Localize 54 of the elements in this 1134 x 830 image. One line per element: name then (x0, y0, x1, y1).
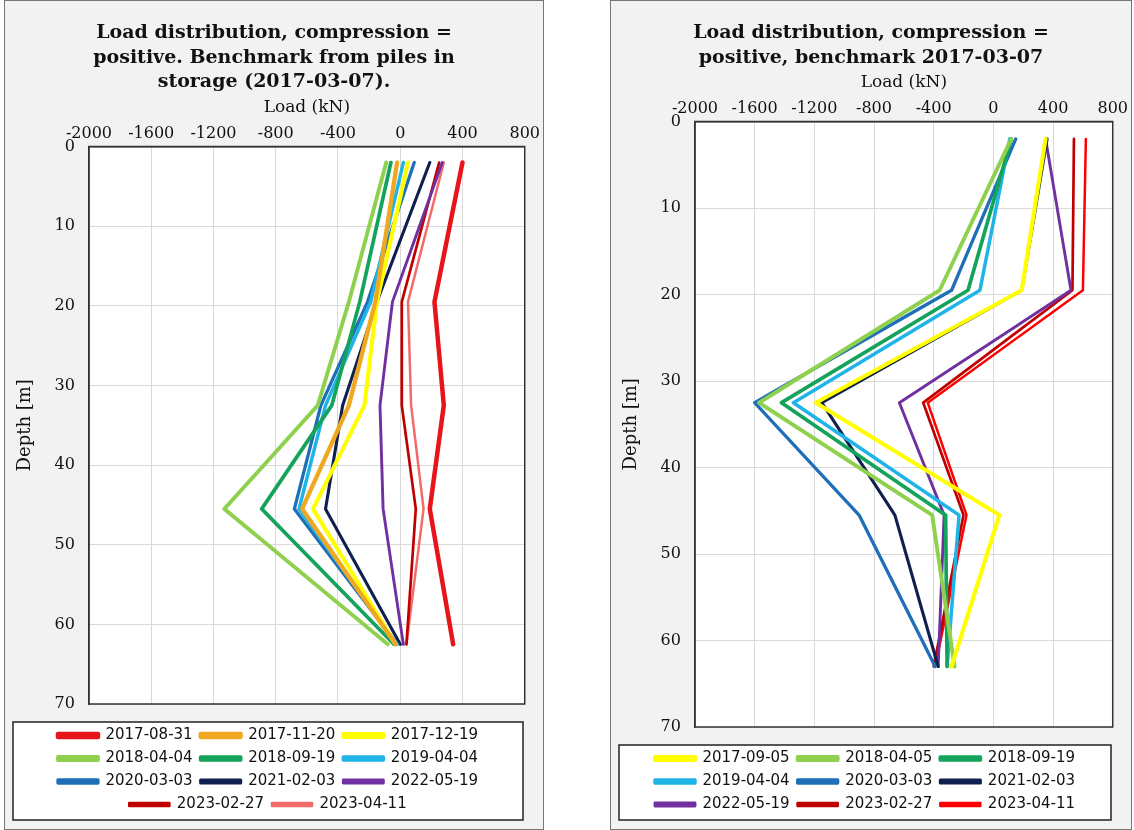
legend-label: 2018-04-05 (845, 748, 933, 767)
y-tick-label: 50 (660, 543, 681, 563)
legend-label: 2022-05-19 (702, 794, 790, 813)
y-axis-title: Depth [m] (619, 378, 641, 471)
x-tick-label: -800 (856, 98, 892, 118)
x-tick-label: -800 (257, 123, 294, 143)
chart-title: Load distribution, compression = positive, benchmark 2017-03-07 (692, 19, 1050, 69)
legend-label: 2023-04-11 (319, 794, 407, 813)
x-tick-label: 400 (1037, 98, 1069, 118)
legend-label: 2019-04-04 (702, 771, 790, 790)
legend-label: 2023-02-27 (845, 794, 933, 813)
x-tick-label: -400 (915, 98, 952, 118)
x-tick-label: -400 (319, 123, 356, 143)
x-tick-label: -1600 (731, 98, 778, 118)
y-tick-label: 40 (54, 454, 75, 474)
legend-label: 2017-08-31 (105, 725, 193, 744)
legend-label: 2020-03-03 (845, 771, 933, 790)
x-tick-label: 800 (1097, 98, 1128, 118)
legend-label: 2018-09-19 (987, 748, 1076, 767)
y-tick-label: 30 (660, 370, 681, 390)
x-tick-label: -1200 (791, 98, 838, 118)
y-tick-label: 60 (54, 613, 75, 633)
x-axis-title: Load (kN) (860, 71, 948, 91)
y-tick-label: 10 (660, 197, 681, 217)
x-axis-title: Load (kN) (263, 95, 351, 116)
legend-label: 2017-09-05 (702, 748, 790, 767)
x-tick-label: 400 (447, 123, 478, 143)
y-axis-title: Depth [m] (13, 379, 35, 472)
y-tick-label: 70 (660, 716, 681, 736)
x-tick-label: 800 (509, 123, 540, 143)
legend-label: 2018-04-04 (105, 748, 193, 767)
legend-label: 2017-11-20 (248, 725, 336, 744)
y-tick-label: 20 (54, 295, 75, 315)
legend-label: 2018-09-19 (248, 748, 336, 767)
x-tick-label: 0 (988, 98, 999, 118)
y-tick-label: 60 (660, 630, 681, 650)
legend-label: 2023-02-27 (176, 794, 265, 813)
y-tick-label: 30 (54, 374, 75, 394)
legend-label: 2020-03-03 (105, 771, 193, 790)
legend-label: 2021-02-03 (987, 771, 1076, 790)
y-tick-label: 10 (54, 215, 75, 235)
legend-label: 2022-05-19 (390, 771, 479, 790)
y-tick-label: 20 (660, 284, 681, 304)
x-tick-label: -1200 (190, 123, 237, 143)
legend-label: 2023-04-11 (987, 794, 1076, 813)
x-tick-label: 0 (395, 123, 406, 143)
legend-label: 2017-12-19 (390, 725, 479, 744)
legend-label: 2021-02-03 (248, 771, 336, 790)
x-tick-label: -1600 (128, 123, 175, 143)
y-tick-label: 40 (660, 457, 681, 477)
legend-label: 2019-04-04 (390, 748, 479, 767)
y-tick-label: 70 (54, 693, 75, 713)
chart-title: Load distribution, compression = positive. Benchmark from piles in storage (2017-03-07). (92, 19, 456, 94)
y-tick-label: 50 (54, 533, 75, 553)
